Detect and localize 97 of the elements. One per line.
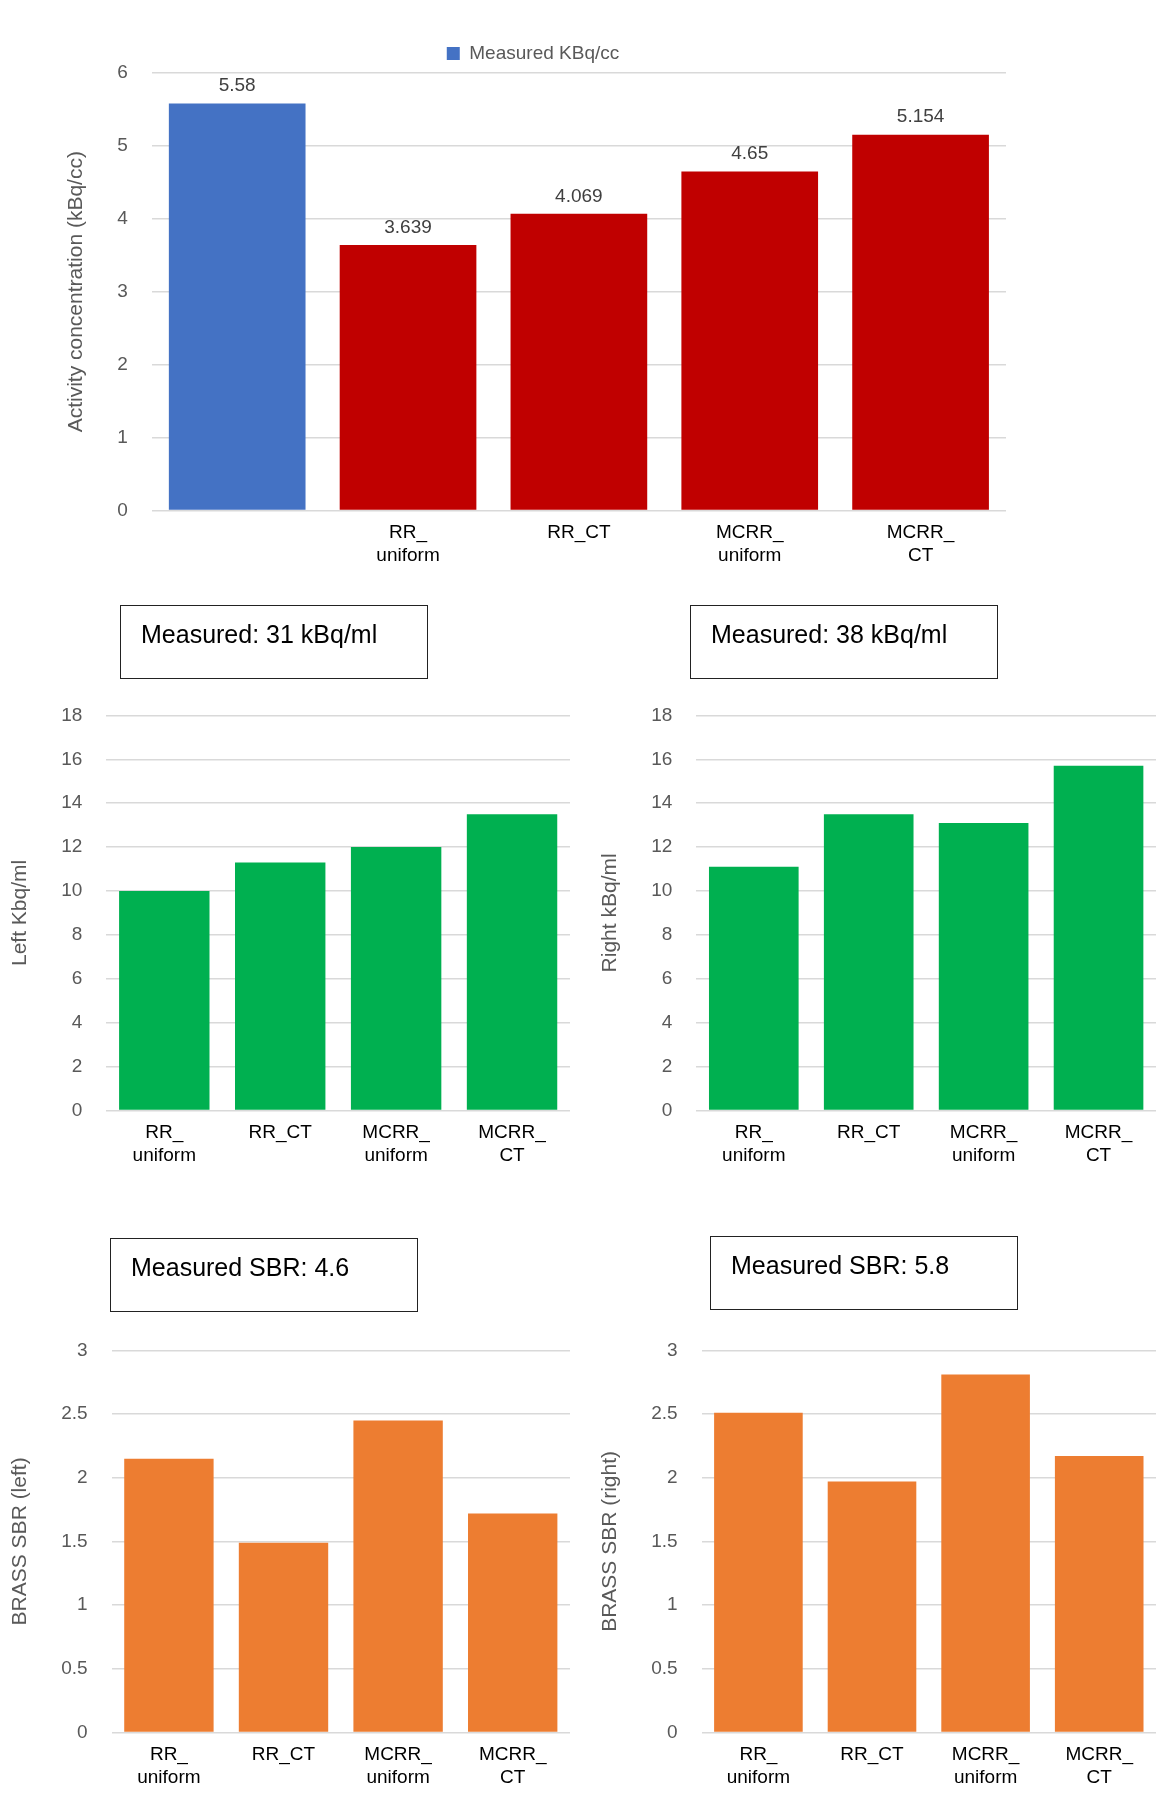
- y-tick-label: 18: [61, 703, 83, 725]
- y-axis-title: BRASS SBR (right): [597, 1450, 621, 1632]
- bar: [124, 1458, 214, 1732]
- y-tick-label: 0: [71, 1098, 83, 1120]
- y-tick-label: 6: [117, 61, 128, 83]
- y-tick-label: 10: [61, 879, 83, 901]
- bar: [938, 822, 1029, 1110]
- y-tick-label: 2: [71, 1054, 83, 1076]
- y-tick-label: 1: [117, 425, 128, 447]
- bar: [119, 890, 210, 1110]
- bar: [238, 1542, 329, 1732]
- y-tick-label: 14: [651, 791, 673, 813]
- data-label: 5.58: [218, 74, 256, 96]
- y-tick-label: 0: [117, 498, 128, 520]
- bar: [510, 213, 648, 510]
- y-tick-label: 2.5: [61, 1402, 88, 1424]
- y-tick-label: 0: [667, 1720, 678, 1742]
- x-tick-label: MCRR_uniform: [951, 1743, 1020, 1787]
- y-tick-label: 8: [71, 923, 83, 945]
- data-label: 3.639: [384, 215, 432, 237]
- bar: [353, 1420, 443, 1732]
- y-tick-label: 6: [71, 966, 83, 988]
- y-tick-label: 0.5: [651, 1656, 678, 1678]
- data-label: 4.069: [555, 184, 603, 206]
- y-axis-title: Left Kbq/ml: [7, 859, 31, 967]
- y-tick-label: 5: [117, 134, 128, 156]
- x-tick-label: RR_uniform: [376, 521, 440, 565]
- bar: [852, 134, 989, 510]
- x-tick-label: MCRR_CT: [1065, 1743, 1134, 1787]
- y-tick-label: 0: [661, 1098, 673, 1120]
- y-tick-label: 1: [667, 1593, 678, 1615]
- x-tick-label: MCRR_uniform: [364, 1743, 433, 1787]
- y-tick-label: 2: [667, 1465, 678, 1487]
- y-tick-label: 1: [77, 1593, 88, 1615]
- y-tick-label: 6: [661, 966, 673, 988]
- x-tick-label: RR_uniform: [132, 1121, 196, 1165]
- bar: [1054, 1456, 1144, 1732]
- y-tick-label: 4: [117, 207, 129, 229]
- bar: [941, 1374, 1030, 1732]
- bar: [827, 1481, 917, 1732]
- legend-label: Measured KBq/cc: [469, 41, 620, 63]
- x-tick-label: RR_CT: [251, 1743, 316, 1766]
- bar: [168, 103, 306, 510]
- x-tick-label: RR_CT: [547, 521, 611, 544]
- bar: [823, 814, 914, 1110]
- y-tick-label: 10: [651, 879, 673, 901]
- bar: [714, 1412, 803, 1732]
- bar: [350, 847, 442, 1110]
- y-tick-label: 2: [117, 352, 128, 374]
- data-label: 5.154: [896, 105, 945, 127]
- bar: [468, 1513, 558, 1732]
- x-tick-label: MCRR_uniform: [362, 1121, 431, 1165]
- y-tick-label: 12: [651, 835, 673, 857]
- data-label: 4.65: [731, 142, 769, 164]
- y-tick-label: 3: [667, 1338, 678, 1360]
- x-tick-label: RR_uniform: [722, 1121, 786, 1165]
- y-tick-label: 16: [61, 747, 83, 769]
- x-tick-label: MCRR_CT: [1064, 1121, 1133, 1165]
- x-tick-label: RR_uniform: [137, 1743, 201, 1787]
- y-tick-label: 14: [61, 791, 83, 813]
- y-tick-label: 2: [661, 1054, 673, 1076]
- x-tick-label: MCRR_uniform: [949, 1121, 1018, 1165]
- chart-title: Measured SBR: 4.6: [110, 1238, 418, 1312]
- x-tick-label: MCRR_CT: [478, 1743, 547, 1787]
- y-tick-label: 8: [661, 923, 673, 945]
- bar: [708, 866, 799, 1110]
- bar: [339, 245, 477, 510]
- x-tick-label: MCRR_CT: [478, 1121, 547, 1165]
- y-tick-label: 4: [71, 1010, 83, 1032]
- x-tick-label: MCRR_uniform: [715, 521, 784, 565]
- chart-title: Measured: 31 kBq/ml: [120, 605, 428, 679]
- chart-title: Measured: 38 kBq/ml: [690, 605, 998, 679]
- bar: [681, 171, 819, 510]
- bar: [235, 862, 326, 1110]
- x-tick-label: MCRR_CT: [886, 521, 955, 565]
- y-tick-label: 4: [661, 1010, 673, 1032]
- bar: [1053, 765, 1144, 1110]
- x-tick-label: RR_uniform: [726, 1743, 791, 1787]
- y-tick-label: 18: [651, 703, 673, 725]
- y-tick-label: 2.5: [651, 1402, 678, 1424]
- y-tick-label: 0: [77, 1720, 88, 1742]
- x-tick-label: RR_CT: [840, 1743, 905, 1766]
- y-axis-title: Right kBq/ml: [597, 853, 621, 973]
- x-tick-label: RR_CT: [248, 1121, 313, 1144]
- y-tick-label: 0.5: [61, 1656, 88, 1678]
- y-tick-label: 1.5: [651, 1529, 678, 1551]
- y-tick-label: 1.5: [61, 1529, 88, 1551]
- y-tick-label: 2: [77, 1465, 88, 1487]
- y-tick-label: 3: [117, 279, 128, 301]
- x-tick-label: RR_CT: [837, 1121, 901, 1144]
- y-tick-label: 16: [651, 747, 673, 769]
- y-tick-label: 12: [61, 835, 83, 857]
- chart-title: Measured SBR: 5.8: [710, 1236, 1018, 1310]
- y-axis-title: BRASS SBR (left): [7, 1457, 31, 1626]
- bar: [466, 814, 558, 1110]
- y-tick-label: 3: [77, 1338, 88, 1360]
- y-axis-title: Activity concentration (kBq/cc): [63, 151, 87, 433]
